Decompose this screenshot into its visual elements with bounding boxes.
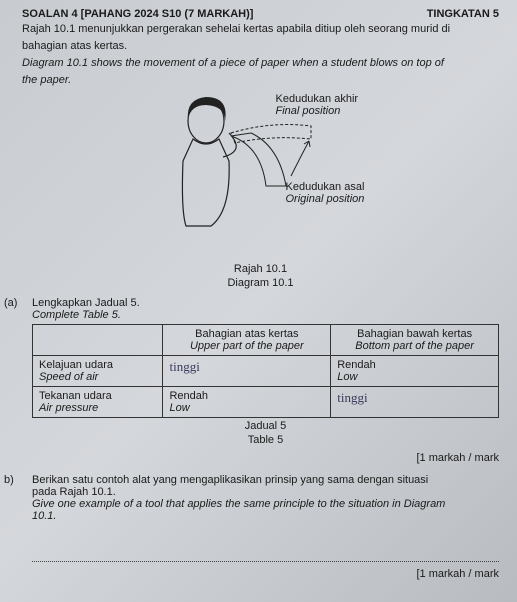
answer-line xyxy=(32,540,499,562)
form-level: TINGKATAN 5 xyxy=(427,8,499,20)
label-orig-ms: Kedudukan asal xyxy=(286,181,365,193)
r2-lower-handwritten: tinggi xyxy=(337,390,367,405)
r2-label-en: Air pressure xyxy=(39,402,156,414)
r1-lower-en: Low xyxy=(337,371,492,383)
diagram-caption-en: Diagram 10.1 xyxy=(22,277,499,289)
part-a-ms: Lengkapkan Jadual 5. xyxy=(32,297,499,309)
diagram: Kedudukan akhir Final position Kedudukan… xyxy=(121,91,401,261)
part-a-indicator: (a) xyxy=(4,297,32,464)
label-orig-en: Original position xyxy=(286,193,365,205)
th-upper-ms: Bahagian atas kertas xyxy=(169,328,324,340)
diagram-caption-ms: Rajah 10.1 xyxy=(22,263,499,275)
marks-a: [1 markah / mark xyxy=(32,452,499,464)
part-b-en-2: 10.1. xyxy=(32,510,499,522)
question-title: SOALAN 4 [PAHANG 2024 S10 (7 MARKAH)] xyxy=(22,8,253,20)
part-b-en-1: Give one example of a tool that applies … xyxy=(32,498,499,510)
marks-b: [1 markah / mark xyxy=(32,568,499,580)
th-lower-en: Bottom part of the paper xyxy=(337,340,492,352)
r2-label-ms: Tekanan udara xyxy=(39,390,156,402)
r1-lower-ms: Rendah xyxy=(337,359,492,371)
th-upper-en: Upper part of the paper xyxy=(169,340,324,352)
label-final-ms: Kedudukan akhir xyxy=(276,93,359,105)
part-b-ms-2: pada Rajah 10.1. xyxy=(32,486,499,498)
part-b-indicator: b) xyxy=(4,474,32,580)
table-caption-en: Table 5 xyxy=(32,434,499,446)
table-5: Bahagian atas kertas Upper part of the p… xyxy=(32,324,499,418)
intro-en-2: the paper. xyxy=(22,73,499,88)
label-final-en: Final position xyxy=(276,105,359,117)
part-b-ms-1: Berikan satu contoh alat yang mengaplika… xyxy=(32,474,499,486)
part-a-en: Complete Table 5. xyxy=(32,309,499,321)
th-lower-ms: Bahagian bawah kertas xyxy=(337,328,492,340)
r2-upper-ms: Rendah xyxy=(169,390,324,402)
r2-upper-en: Low xyxy=(169,402,324,414)
intro-ms-2: bahagian atas kertas. xyxy=(22,39,499,54)
intro-en-1: Diagram 10.1 shows the movement of a pie… xyxy=(22,56,499,71)
r1-upper-handwritten: tinggi xyxy=(169,359,199,374)
table-caption-ms: Jadual 5 xyxy=(32,420,499,432)
r1-label-en: Speed of air xyxy=(39,371,156,383)
r1-label-ms: Kelajuan udara xyxy=(39,359,156,371)
intro-ms-1: Rajah 10.1 menunjukkan pergerakan sehela… xyxy=(22,22,499,37)
